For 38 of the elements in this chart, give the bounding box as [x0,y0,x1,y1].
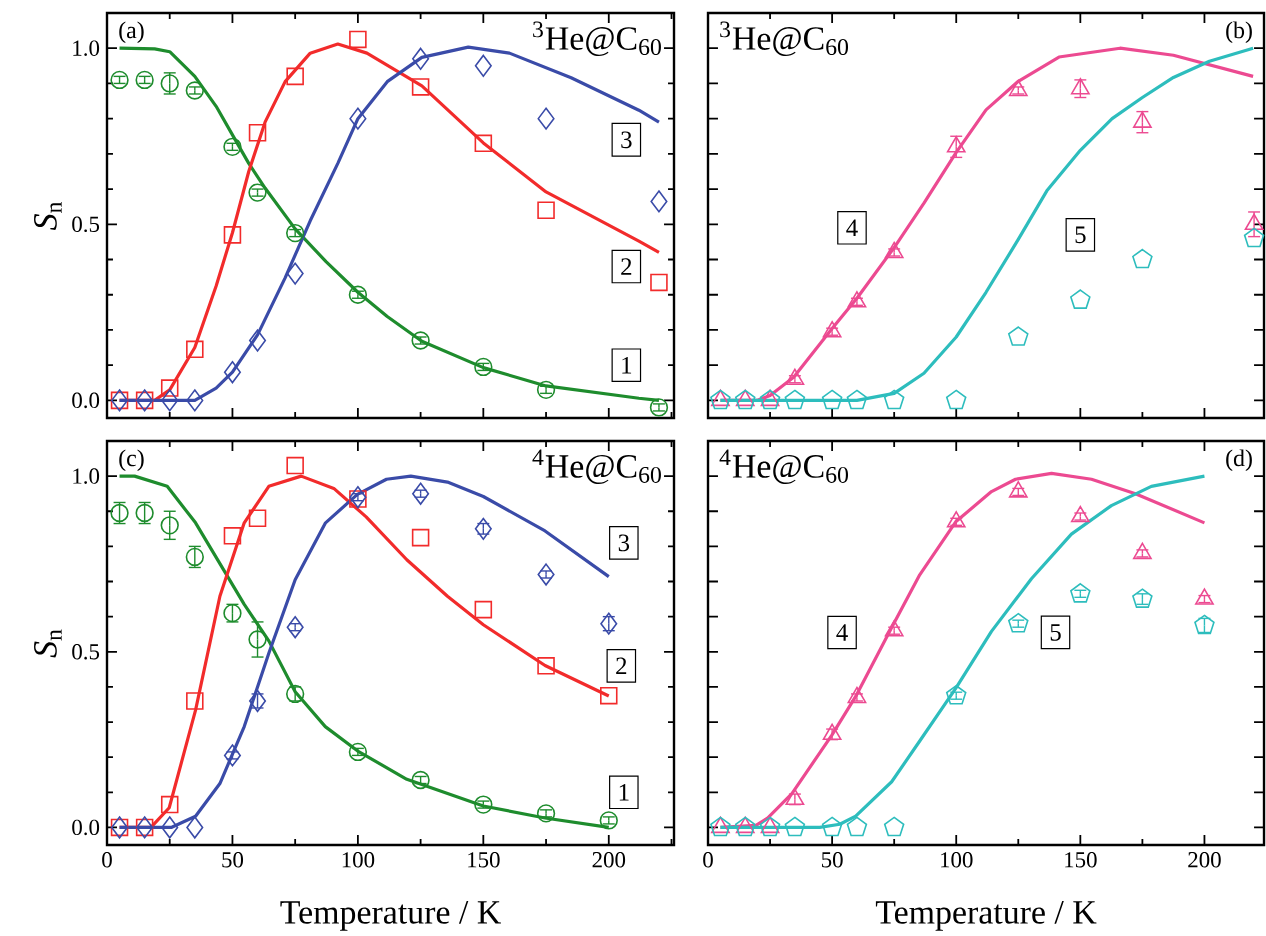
y-tick-label: 1.0 [73,40,100,56]
annotation: (b) [1226,21,1252,44]
x-tick-label: 0 [102,852,112,868]
y-axis-title: S$_{n}$ [34,629,62,658]
x-tick-label: 150 [1065,852,1097,868]
chart-title: $^{4}$He@C$_{60}$ [719,449,849,484]
chart-title: $^{3}$He@C$_{60}$ [533,21,661,57]
chart-title: $^{3}$He@C$_{60}$ [720,21,849,57]
annotation: 3 [621,131,632,149]
x-tick-label: 150 [468,852,500,868]
annotation: (d) [1226,449,1252,472]
x-tick-label: 100 [342,852,375,868]
x-tick-label: 200 [1188,852,1221,868]
y-tick-label: 0.5 [72,644,100,660]
y-axis-title: S$_{n}$ [34,201,62,230]
annotation: 2 [616,657,627,675]
y-tick-label: 0.0 [72,819,100,836]
y-tick-label: 0.5 [72,216,100,233]
annotation: 1 [622,356,632,374]
chart-title: $^{4}$He@C$_{60}$ [532,449,661,484]
y-tick-label: 1.0 [73,468,100,484]
y-tick-label: 0.0 [72,392,100,409]
annotation: (a) [119,21,144,44]
annotation: (c) [119,449,144,472]
annotation: 1 [619,784,629,801]
x-axis-title: Temperature / K [875,901,1097,931]
annotation: 4 [846,219,858,237]
annotation: 3 [618,534,630,552]
x-axis-title: Temperature / K [280,901,501,931]
annotation: 5 [1050,624,1061,641]
annotation: 2 [621,258,632,275]
x-tick-label: 100 [941,852,973,868]
annotation: 4 [836,624,848,641]
x-tick-label: 200 [592,852,626,868]
x-tick-label: 0 [703,852,713,868]
x-tick-label: 50 [222,852,244,868]
annotation: 5 [1075,226,1086,244]
x-tick-label: 50 [822,852,843,868]
